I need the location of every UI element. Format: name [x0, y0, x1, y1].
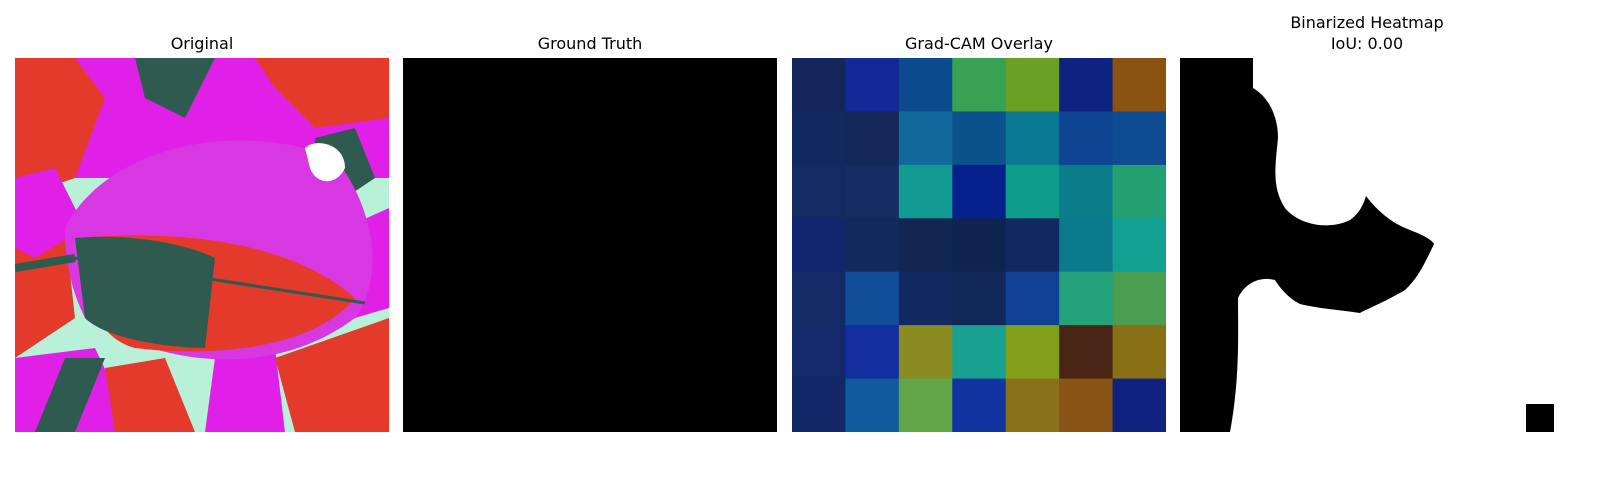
gradcam-cell [792, 378, 846, 432]
gradcam-cell [952, 271, 1007, 326]
gradcam-cell [792, 164, 846, 219]
gradcam-cell [1005, 325, 1060, 380]
gradcam-cell [898, 378, 953, 432]
gradcam-cell [898, 218, 953, 273]
gradcam-heatmap [792, 58, 1166, 432]
original-image [15, 58, 389, 432]
gradcam-cell [1005, 58, 1060, 112]
gradcam-cell [1059, 58, 1114, 112]
gradcam-cell [1112, 271, 1166, 326]
gradcam-cell [845, 164, 900, 219]
gradcam-cell [1005, 218, 1060, 273]
gradcam-cell [845, 378, 900, 432]
gradcam-cell [845, 271, 900, 326]
iou-label: IoU: 0.00 [1330, 34, 1404, 53]
gradcam-cell [1005, 378, 1060, 432]
gradcam-cell [1005, 111, 1060, 166]
gradcam-cell [1112, 164, 1166, 219]
gradcam-cell [898, 58, 953, 112]
gradcam-cell [1059, 218, 1114, 273]
original-title: Original [170, 34, 234, 53]
gradcam-cell [952, 111, 1007, 166]
gradcam-cell [792, 111, 846, 166]
gradcam-cell [792, 218, 846, 273]
gradcam-cell [1005, 164, 1060, 219]
gradcam-cell [792, 325, 846, 380]
gradcam-cell [1059, 378, 1114, 432]
binarized-title: Binarized Heatmap [1290, 13, 1444, 32]
gradcam-cell [952, 218, 1007, 273]
gradcam-cell [952, 58, 1007, 112]
binarized-mask [1180, 58, 1554, 432]
gradcam-cell [898, 111, 953, 166]
gradcam-cell [1059, 325, 1114, 380]
ground-truth-mask [403, 58, 777, 432]
gradcam-cell [898, 164, 953, 219]
gradcam-cell [898, 325, 953, 380]
gradcam-cell [792, 58, 846, 112]
gradcam-cell [1005, 271, 1060, 326]
gradcam-cell [1112, 58, 1166, 112]
gradcam-cell [792, 271, 846, 326]
gradcam-cell [1112, 218, 1166, 273]
gradcam-cell [845, 218, 900, 273]
gradcam-cell [1112, 325, 1166, 380]
ground-truth-title: Ground Truth [537, 34, 643, 53]
gradcam-cell [1112, 378, 1166, 432]
gradcam-cell [952, 378, 1007, 432]
gradcam-cell [952, 164, 1007, 219]
gradcam-cell [845, 325, 900, 380]
gradcam-cell [1112, 111, 1166, 166]
gradcam-title: Grad-CAM Overlay [905, 34, 1053, 53]
gradcam-cell [952, 325, 1007, 380]
gradcam-cell [1059, 111, 1114, 166]
gradcam-cell [845, 111, 900, 166]
gradcam-cell [845, 58, 900, 112]
gradcam-cell [1059, 164, 1114, 219]
gradcam-cell [1059, 271, 1114, 326]
gradcam-cell [898, 271, 953, 326]
